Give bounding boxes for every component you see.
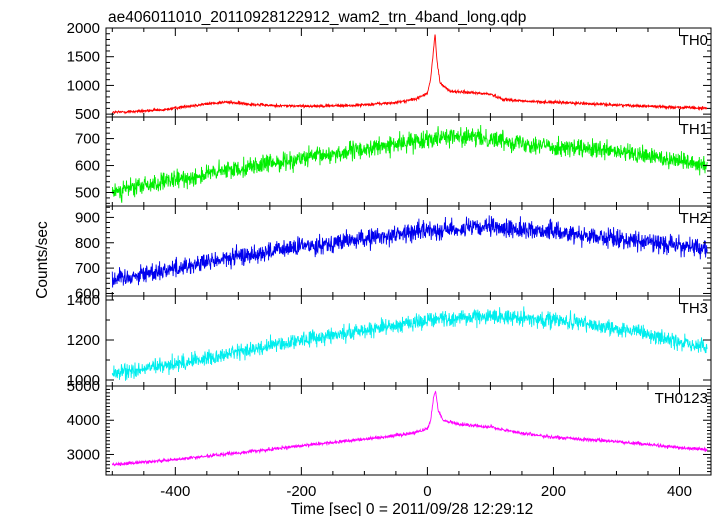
x-tick-label: 400 [667, 483, 692, 500]
y-tick-label: 5000 [67, 378, 100, 395]
series-line-th1 [111, 124, 708, 203]
series-line-th0123 [111, 390, 708, 467]
panel-stack: 500 1000 1500 2000 TH0 500 600 700 TH1 600 700 800 9… [67, 20, 712, 476]
y-tick-label: 700 [75, 260, 100, 277]
panel-name-label: TH3 [680, 300, 708, 317]
panel-th3: 1000 1200 1400 TH3 [67, 292, 712, 389]
x-tick-label: -200 [286, 483, 316, 500]
panel-th1: 500 600 700 TH1 [75, 116, 712, 207]
y-tick-label: 600 [75, 158, 100, 175]
y-tick-label: 500 [75, 106, 100, 123]
panel-name-label: TH0 [680, 32, 708, 49]
x-tick-label: -400 [160, 483, 190, 500]
panel-name-label: TH1 [680, 121, 708, 138]
y-tick-label: 1500 [67, 49, 100, 66]
panel-frame [105, 385, 712, 476]
y-tick-label: 900 [75, 209, 100, 226]
series-line-th3 [111, 306, 708, 381]
panel-th2: 600 700 800 900 TH2 [75, 205, 712, 302]
panel-frame [105, 27, 712, 118]
x-tick-label: 200 [541, 483, 566, 500]
y-axis-label: Counts/sec [34, 221, 51, 299]
panel-name-label: TH0123 [655, 390, 708, 407]
chart-title: ae406011010_20110928122912_wam2_trn_4ban… [108, 9, 526, 26]
x-tick-label: 0 [423, 483, 431, 500]
y-tick-label: 2000 [67, 20, 100, 37]
y-tick-label: 800 [75, 235, 100, 252]
y-tick-label: 1000 [67, 77, 100, 94]
panel-name-label: TH2 [680, 210, 708, 227]
y-tick-label: 1200 [67, 332, 100, 349]
panel-th0: 500 1000 1500 2000 TH0 [67, 20, 712, 123]
y-tick-label: 600 [75, 285, 100, 302]
panel-frame [105, 116, 712, 207]
x-axis-label: Time [sec] 0 = 2011/09/28 12:29:12 [291, 501, 534, 516]
panel-th0123: 3000 4000 5000 TH0123 [67, 378, 712, 476]
y-tick-label: 500 [75, 185, 100, 202]
y-tick-label: 3000 [67, 446, 100, 463]
y-tick-label: 4000 [67, 412, 100, 429]
series-line-th2 [111, 215, 708, 288]
series-line-th0 [111, 34, 708, 115]
x-axis: -400 -200 0 200 400 [160, 483, 692, 500]
panel-frame [105, 295, 712, 387]
y-tick-label: 700 [75, 131, 100, 148]
y-tick-label: 1400 [67, 292, 100, 309]
y-tick-label: 1000 [67, 372, 100, 389]
panel-frame [105, 205, 712, 297]
